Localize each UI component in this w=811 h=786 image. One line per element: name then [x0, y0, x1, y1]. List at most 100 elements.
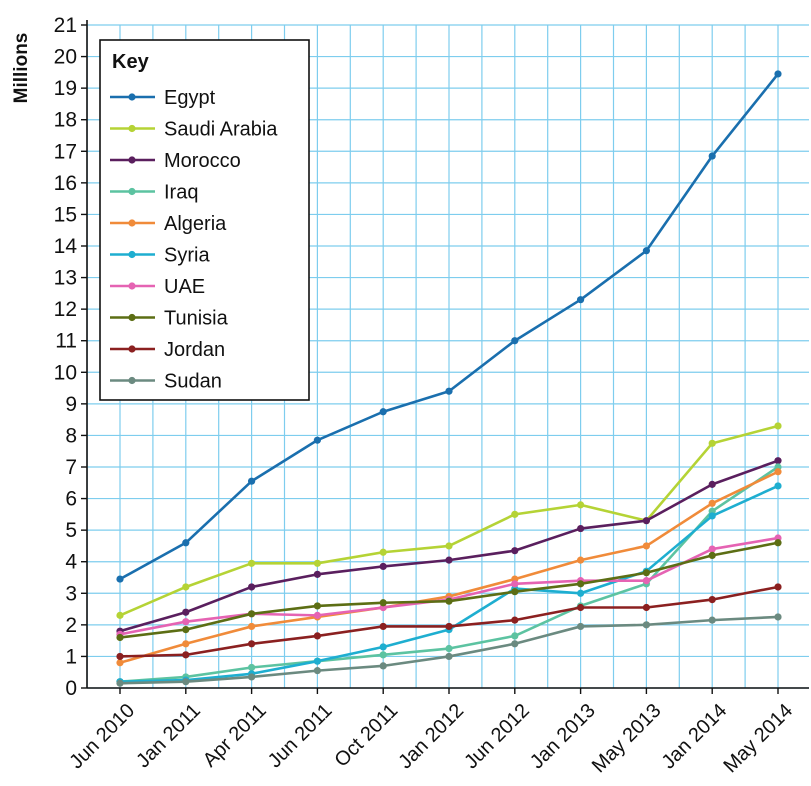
data-point	[248, 610, 256, 618]
data-point	[379, 622, 387, 631]
legend-swatch-marker	[128, 345, 136, 353]
legend-title: Key	[112, 51, 150, 73]
legend-swatch-marker	[128, 187, 136, 196]
data-point	[577, 296, 585, 304]
legend-label: Tunisia	[164, 308, 229, 330]
x-tick-label: Jun 2010	[65, 700, 139, 774]
data-point	[182, 640, 190, 648]
legend-label: Algeria	[164, 213, 227, 235]
data-point	[248, 622, 256, 631]
data-point	[182, 618, 190, 626]
data-point	[379, 408, 387, 416]
data-point	[182, 678, 190, 686]
data-point	[774, 482, 782, 490]
data-point	[511, 632, 519, 640]
data-point	[445, 644, 453, 653]
x-tick-label: Jun 2012	[460, 700, 534, 774]
y-tick-label: 13	[54, 267, 77, 290]
data-point	[116, 611, 124, 619]
data-point	[708, 439, 716, 447]
data-point	[708, 480, 716, 488]
legend-item: Saudi Arabia	[110, 119, 278, 141]
data-point	[313, 436, 321, 444]
y-tick-label: 6	[65, 488, 77, 511]
data-point	[577, 524, 585, 533]
data-point	[445, 387, 453, 395]
data-point	[116, 659, 124, 667]
data-point	[313, 570, 321, 578]
x-tick-label: May 2014	[719, 700, 797, 778]
data-point	[708, 545, 716, 553]
data-point	[577, 556, 585, 564]
data-point	[511, 337, 519, 345]
data-point	[379, 662, 387, 670]
legend-label: UAE	[164, 276, 205, 298]
data-point	[642, 603, 651, 612]
legend-items: Egypt Saudi Arabia Morocco Iraq Algeria Syria…	[110, 87, 278, 393]
data-point	[182, 583, 190, 591]
y-tick-label: 11	[55, 330, 77, 353]
legend-item: Sudan	[110, 371, 222, 393]
series-lines	[116, 70, 782, 687]
data-point	[248, 663, 256, 672]
series-tunisia	[116, 539, 782, 642]
legend-label: Jordan	[164, 339, 225, 361]
y-tick-label: 18	[54, 109, 77, 132]
data-point	[445, 542, 453, 550]
x-tick-label: Jan 2012	[394, 700, 468, 774]
data-point	[774, 422, 782, 430]
data-point	[511, 580, 519, 588]
x-tick-label: Apr 2011	[199, 700, 271, 772]
legend-swatch-marker	[128, 219, 136, 227]
data-point	[116, 575, 124, 583]
data-point	[313, 657, 321, 665]
legend-swatch-marker	[128, 156, 136, 164]
data-point	[248, 477, 256, 485]
data-point	[379, 651, 387, 659]
data-point	[445, 652, 453, 661]
data-point	[116, 652, 124, 661]
y-axis-label: Millions	[11, 33, 32, 104]
y-tick-label: 17	[54, 140, 77, 163]
data-point	[774, 70, 782, 78]
y-tick-label: 10	[54, 361, 77, 384]
data-point	[577, 603, 585, 612]
data-point	[642, 577, 651, 585]
legend-swatch-marker	[128, 93, 136, 101]
y-tick-label: 14	[54, 235, 78, 258]
data-point	[642, 517, 651, 525]
x-tick-label: Jan 2011	[132, 700, 205, 773]
y-tick-label: 9	[65, 393, 77, 416]
legend-item: Syria	[110, 245, 210, 267]
y-tick-label: 1	[65, 645, 77, 668]
y-tick-label: 21	[54, 14, 77, 37]
data-point	[116, 633, 124, 642]
data-point	[774, 457, 782, 465]
data-point	[379, 599, 387, 607]
data-point	[379, 643, 387, 651]
series-morocco	[116, 457, 782, 635]
legend-label: Sudan	[164, 371, 222, 393]
x-tick-label: Oct 2011	[330, 700, 402, 772]
data-point	[511, 588, 519, 596]
data-point	[182, 651, 190, 659]
y-tick-label: 15	[54, 203, 77, 226]
data-point	[708, 616, 716, 624]
data-point	[313, 602, 321, 610]
x-tick-label: Jun 2011	[264, 700, 337, 773]
data-point	[248, 640, 256, 648]
legend-swatch-marker	[128, 124, 136, 133]
data-point	[577, 501, 585, 509]
data-point	[182, 625, 190, 634]
legend-label: Saudi Arabia	[164, 119, 278, 141]
data-point	[182, 608, 190, 616]
y-tick-label: 7	[65, 456, 77, 479]
data-point	[379, 562, 387, 571]
legend-label: Morocco	[164, 150, 241, 172]
data-point	[577, 580, 585, 588]
y-tick-label: 5	[65, 519, 77, 542]
data-point	[379, 548, 387, 556]
data-point	[642, 247, 651, 255]
y-tick-label: 12	[54, 298, 77, 321]
